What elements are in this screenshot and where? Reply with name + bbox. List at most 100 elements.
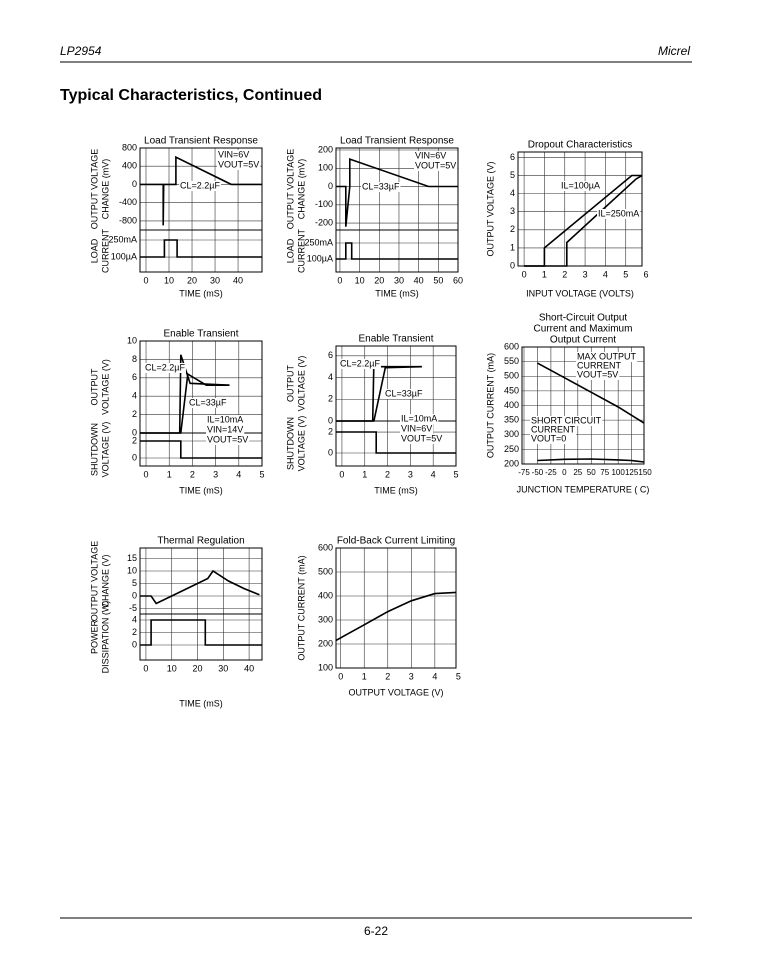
x-tick-label: 0 xyxy=(338,671,343,681)
x-tick-label: 30 xyxy=(218,663,228,673)
y-tick-label: 300 xyxy=(504,429,519,439)
x-tick-label: 2 xyxy=(385,469,390,479)
y-tick-label: 450 xyxy=(504,385,519,395)
plot-frame xyxy=(335,345,457,467)
x-tick-label: 2 xyxy=(190,469,195,479)
chart-title: Short-Circuit Output xyxy=(539,313,628,324)
y-axis-label: CURRENT xyxy=(100,228,110,273)
y-tick-label: 5 xyxy=(510,170,515,180)
y-tick-label: 250mA xyxy=(304,237,333,247)
chart-title: Enable Transient xyxy=(163,329,238,340)
annotation: CL=33µF xyxy=(189,397,227,407)
y-axis-label: OUTPUT CURRENT (mA) xyxy=(485,353,495,458)
annotation-bg xyxy=(188,398,228,408)
annotation-bg xyxy=(400,424,434,434)
x-tick-label: -25 xyxy=(545,468,557,477)
y-axis-label: DISSIPATION (W) xyxy=(100,601,110,674)
y-axis-label: CHANGE (V) xyxy=(100,554,110,607)
y-tick-label: 2 xyxy=(510,224,515,234)
curve xyxy=(140,155,262,226)
annotation: VOUT=5V xyxy=(401,433,442,443)
x-tick-label: 75 xyxy=(600,468,609,477)
x-tick-label: -75 xyxy=(518,468,530,477)
x-axis-label: INPUT VOLTAGE (VOLTS) xyxy=(526,288,634,298)
curve xyxy=(140,440,262,459)
x-tick-label: 50 xyxy=(587,468,596,477)
annotation-bg xyxy=(576,361,622,371)
curve xyxy=(140,569,260,605)
x-tick-label: 50 xyxy=(433,275,443,285)
y-tick-label: 6 xyxy=(510,152,515,162)
y-tick-label: 6 xyxy=(328,350,333,360)
y-tick-label: 500 xyxy=(504,371,519,381)
y-tick-label: 0 xyxy=(132,179,137,189)
y-tick-label: -200 xyxy=(315,217,333,227)
x-tick-label: 0 xyxy=(522,269,527,279)
y-tick-label: 4 xyxy=(132,614,137,624)
y-tick-label: 4 xyxy=(510,188,515,198)
x-axis-label: JUNCTION TEMPERATURE ( C) xyxy=(517,484,650,494)
y-tick-label: 250mA xyxy=(108,234,137,244)
chart-title: Load Transient Response xyxy=(144,136,258,147)
y-axis-label: LOAD xyxy=(89,238,99,263)
x-tick-label: 2 xyxy=(385,671,390,681)
annotation: CL=33µF xyxy=(362,181,400,191)
chart-title: Output Current xyxy=(550,335,616,346)
curve xyxy=(140,239,262,258)
annotation-bg xyxy=(217,150,251,160)
curve xyxy=(335,591,457,642)
y-tick-label: 10 xyxy=(127,565,137,575)
y-axis-label: SHUTDOWN xyxy=(285,417,295,470)
y-tick-label: 200 xyxy=(318,144,333,154)
x-tick-label: 4 xyxy=(236,469,241,479)
y-tick-label: 2 xyxy=(328,426,333,436)
y-tick-label: 2 xyxy=(132,627,137,637)
annotation: IL=10mA xyxy=(401,413,437,423)
x-tick-label: 30 xyxy=(394,275,404,285)
annotation-bg xyxy=(530,425,576,435)
annotation-bg xyxy=(576,352,638,362)
y-axis-label: OUTPUT VOLTAGE xyxy=(285,149,295,230)
x-tick-label: 20 xyxy=(374,275,384,285)
x-tick-label: 4 xyxy=(431,469,436,479)
y-axis-label: CHANGE (mV) xyxy=(100,159,110,220)
y-tick-label: -5 xyxy=(129,603,137,613)
y-axis-label: VOLTAGE (V) xyxy=(100,359,110,415)
x-axis-label: OUTPUT VOLTAGE (V) xyxy=(348,687,443,697)
annotation: MAX OUTPUT xyxy=(577,351,637,361)
annotation-bg xyxy=(206,415,245,425)
x-tick-label: 2 xyxy=(562,269,567,279)
y-tick-label: 2 xyxy=(132,409,137,419)
annotation: VOUT=5V xyxy=(577,369,618,379)
x-tick-label: 1 xyxy=(362,671,367,681)
x-tick-label: 25 xyxy=(573,468,582,477)
y-tick-label: 400 xyxy=(318,590,333,600)
x-tick-label: 10 xyxy=(355,275,365,285)
annotation: VOUT=5V xyxy=(415,160,456,170)
y-tick-label: 0 xyxy=(132,590,137,600)
y-tick-label: 200 xyxy=(318,638,333,648)
annotation-bg xyxy=(144,363,186,373)
y-tick-label: -400 xyxy=(119,197,137,207)
company: Micrel xyxy=(658,44,690,58)
y-tick-label: 100 xyxy=(318,662,333,672)
annotation: VOUT=5V xyxy=(218,159,259,169)
chart-title: Fold-Back Current Limiting xyxy=(337,536,455,547)
x-axis-label: TIME (mS) xyxy=(179,485,223,495)
x-axis-label: TIME (mS) xyxy=(179,288,223,298)
x-tick-label: 1 xyxy=(167,469,172,479)
annotation: CL=33µF xyxy=(385,388,423,398)
annotation: IL=10mA xyxy=(207,414,243,424)
x-tick-label: 125 xyxy=(625,468,639,477)
curve xyxy=(336,431,456,454)
annotation-bg xyxy=(361,182,401,192)
annotation: VIN=14V xyxy=(207,424,243,434)
y-tick-label: 500 xyxy=(318,566,333,576)
x-tick-label: 4 xyxy=(432,671,437,681)
annotation: CL=2.2µF xyxy=(145,362,185,372)
y-tick-label: 400 xyxy=(504,400,519,410)
y-axis-label: OUTPUT VOLTAGE xyxy=(89,149,99,230)
x-tick-label: 40 xyxy=(233,275,243,285)
x-tick-label: 20 xyxy=(193,663,203,673)
